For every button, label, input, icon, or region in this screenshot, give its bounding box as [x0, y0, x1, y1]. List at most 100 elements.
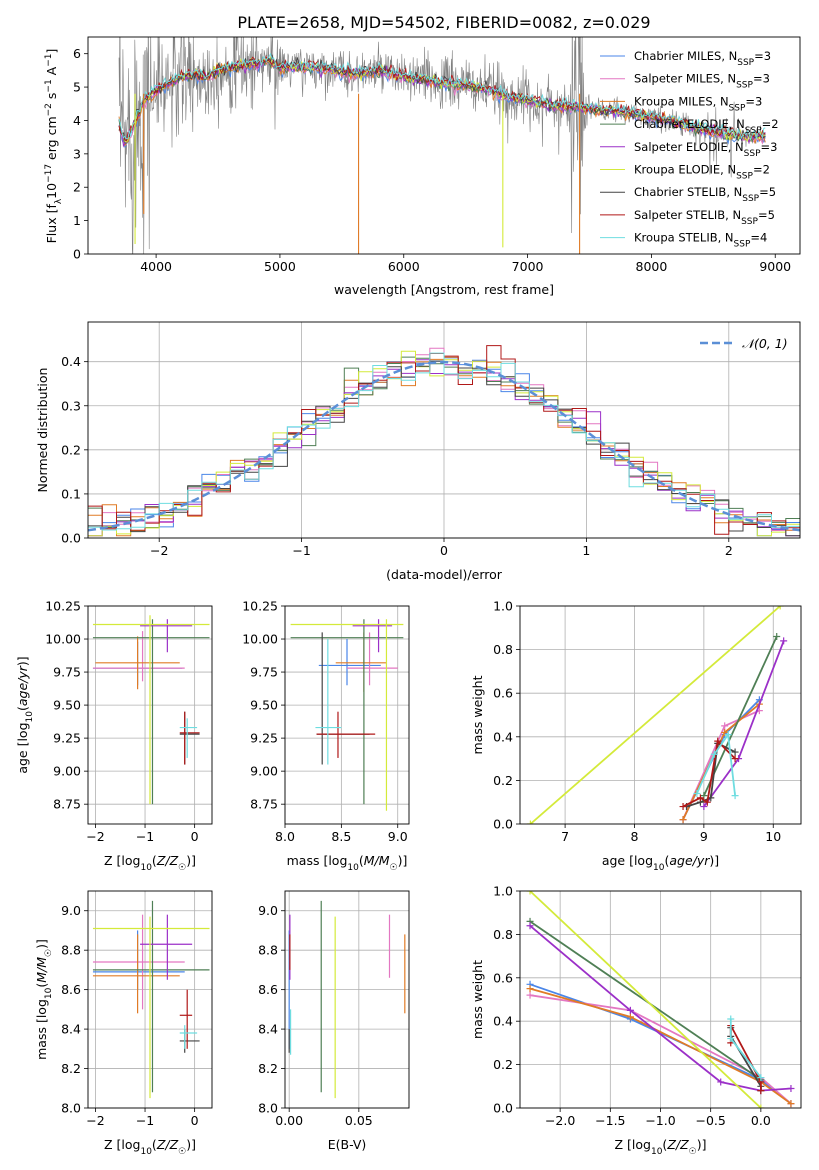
x-tick-label: −2: [150, 543, 168, 558]
x-tick-label: 1: [582, 543, 590, 558]
y-tick-label: 1: [73, 213, 81, 228]
y-tick-label: 0.0: [493, 1101, 513, 1116]
errorbar-chabrier-stelib: [316, 632, 370, 765]
mass_weight_vs_age-axes-plot-area: [526, 606, 788, 824]
y-tick-label: 5: [73, 80, 81, 95]
y-tick-label: 0.2: [493, 773, 513, 788]
weight-marker-kroupa-elodie: [526, 891, 534, 895]
x-tick-label: 6000: [388, 259, 420, 274]
y-tick-label: 0.0: [61, 531, 81, 546]
y-tick-label: 0.1: [61, 486, 81, 501]
y-tick-label: 9.25: [53, 731, 81, 746]
weight-marker-kroupa-elodie: [757, 1104, 765, 1108]
x-tick-label: 9000: [759, 259, 791, 274]
mass_weight_vs_age-ylabel: mass weight: [470, 675, 485, 754]
legend-label-chabrier-stelib: Chabrier STELIB, NSSP=5: [634, 185, 776, 204]
y-tick-label: 2: [73, 180, 81, 195]
weight-marker-salpeter-miles: [526, 991, 534, 999]
y-tick-label: 8.8: [61, 943, 81, 958]
mass_weight_vs_age-xlabel: age [log10(age/yr)]: [602, 853, 719, 873]
weight-marker-kroupa-miles: [526, 985, 534, 993]
mass_weight_vs_Z-xlabel: Z [log10(Z/Z☉)]: [615, 1137, 707, 1157]
weight-marker-kroupa-elodie: [776, 606, 784, 610]
y-tick-label: 8.2: [258, 1061, 278, 1076]
y-tick-label: 10.00: [45, 632, 81, 647]
residuals-axes: −2 −1 0 1 2 0.0 0.1 0.2 0.3 0.4 𝒩(0, 1) (data-model…: [35, 321, 801, 582]
x-tick-label: 8.0: [275, 829, 295, 844]
y-tick-label: 0.6: [493, 686, 513, 701]
weight-line-kroupa-elodie: [529, 891, 762, 1108]
age_vs_mass-axes: 8.0 8.5 9.0 8.75 9.00 9.25 9.50 9.75 10.00 10.25 m…: [242, 599, 410, 873]
weight-marker-salpeter-stelib: [714, 737, 722, 745]
y-tick-label: 8.6: [61, 982, 81, 997]
weight-marker-salpeter-elodie: [700, 803, 708, 811]
weight-line-kroupa-elodie: [529, 606, 781, 824]
x-tick-label: −1.5: [595, 1113, 625, 1128]
weight-marker-salpeter-stelib: [757, 1087, 765, 1095]
model-line-kroupa-stelib: [118, 52, 766, 142]
errorbar-chabrier-miles: [318, 639, 381, 686]
x-tick-label: 0: [191, 829, 199, 844]
errorbar-salpeter-miles: [92, 631, 185, 682]
errorbar-kroupa-stelib: [179, 718, 198, 758]
legend-label-salpeter-miles: Salpeter MILES, NSSP=3: [634, 72, 770, 91]
legend-label-kroupa-elodie: Kroupa ELODIE, NSSP=2: [634, 163, 770, 182]
mass_vs_Z-axes-frame: −2 −1 0 8.0 8.2 8.4 8.6 8.8 9.0 Z [log10(Z/Z☉)] ma…: [34, 890, 213, 1157]
age_vs_Z-axes-grid: [88, 605, 212, 824]
residuals-axes-frame: −2 −1 0 1 2 0.0 0.1 0.2 0.3 0.4 𝒩(0, 1) (data-model…: [35, 321, 801, 582]
y-tick-label: 8.0: [258, 1101, 278, 1116]
x-tick-label: 10: [765, 829, 781, 844]
weight-line-kroupa-stelib: [696, 732, 736, 796]
mass_vs_Z-axes-grid: [88, 891, 212, 1109]
y-tick-label: 0.8: [493, 927, 513, 942]
y-tick-label: 0.3: [61, 398, 81, 413]
weight-marker-chabrier-elodie: [773, 633, 781, 641]
y-tick-label: 8.75: [250, 797, 278, 812]
residuals-axes-plot-area: [88, 345, 800, 537]
weight-marker-salpeter-elodie: [780, 637, 788, 645]
weight-marker-kroupa-miles: [626, 1013, 634, 1021]
weight-marker-kroupa-elodie: [526, 820, 534, 824]
axes-frame: [87, 605, 213, 825]
x-tick-label: −2: [86, 829, 104, 844]
weight-line-kroupa-miles: [682, 703, 760, 820]
x-tick-label: −1.0: [645, 1113, 675, 1128]
weight-marker-kroupa-stelib: [693, 789, 701, 797]
x-tick-label: 9.0: [388, 829, 408, 844]
errorbar-chabrier-elodie: [290, 619, 404, 805]
mass_vs_ebv-axes-frame: 0.00 0.05 8.0 8.2 8.4 8.6 8.8 9.0 E(B-V): [258, 890, 410, 1152]
x-tick-label: 7000: [512, 259, 544, 274]
spectrum-axes-plot-area: [118, 37, 766, 254]
weight-marker-salpeter-miles: [721, 722, 729, 730]
x-tick-label: 9: [700, 829, 708, 844]
spectrum-axes-frame: 4000 5000 6000 7000 8000 9000 0 1 2 3 4 5 6 wavelengt…: [44, 36, 801, 297]
weight-marker-kroupa-stelib: [731, 792, 739, 800]
y-tick-label: 8.4: [258, 1022, 278, 1037]
axes-frame: [284, 605, 410, 825]
residuals-ylabel: Normed distribution: [35, 368, 50, 493]
mass_weight_vs_age-axes-grid: [520, 605, 801, 825]
y-tick-label: 10.00: [242, 632, 278, 647]
mass_vs_ebv-axes: 0.00 0.05 8.0 8.2 8.4 8.6 8.8 9.0 E(B-V): [258, 890, 410, 1152]
x-tick-label: 0.0: [751, 1113, 771, 1128]
mass_vs_Z-xlabel: Z [log10(Z/Z☉)]: [104, 1137, 196, 1157]
errorbar-kroupa-elodie: [290, 619, 404, 811]
weight-line-kroupa-miles: [529, 987, 792, 1105]
residuals-xlabel: (data-model)/error: [386, 567, 503, 582]
errorbar-chabrier-elodie: [92, 900, 210, 1093]
y-tick-label: 9.00: [250, 764, 278, 779]
weight-marker-salpeter-stelib: [731, 755, 739, 763]
mass_weight_vs_Z-axes-plot-area: [526, 891, 795, 1108]
x-tick-label: 4000: [140, 259, 172, 274]
x-tick-label: −2: [86, 1113, 104, 1128]
y-tick-label: 9.00: [53, 764, 81, 779]
weight-marker-kroupa-stelib: [727, 1015, 735, 1023]
axes-frame: [87, 890, 213, 1109]
mass_weight_vs_Z-axes: −2.0 −1.5 −1.0 −0.5 0.0 0.0 0.2 0.4 0.6 0.8 1.0 Z […: [470, 884, 802, 1157]
mass_weight_vs_Z-axes-frame: −2.0 −1.5 −1.0 −0.5 0.0 0.0 0.2 0.4 0.6 0.8 1.0 Z […: [470, 884, 802, 1157]
y-tick-label: 1.0: [493, 599, 513, 614]
age_vs_mass-axes-grid: [284, 605, 409, 824]
age_vs_Z-xlabel: Z [log10(Z/Z☉)]: [104, 853, 196, 873]
weight-marker-kroupa-miles: [787, 1100, 795, 1108]
legend-label-chabrier-miles: Chabrier MILES, NSSP=3: [634, 49, 771, 68]
